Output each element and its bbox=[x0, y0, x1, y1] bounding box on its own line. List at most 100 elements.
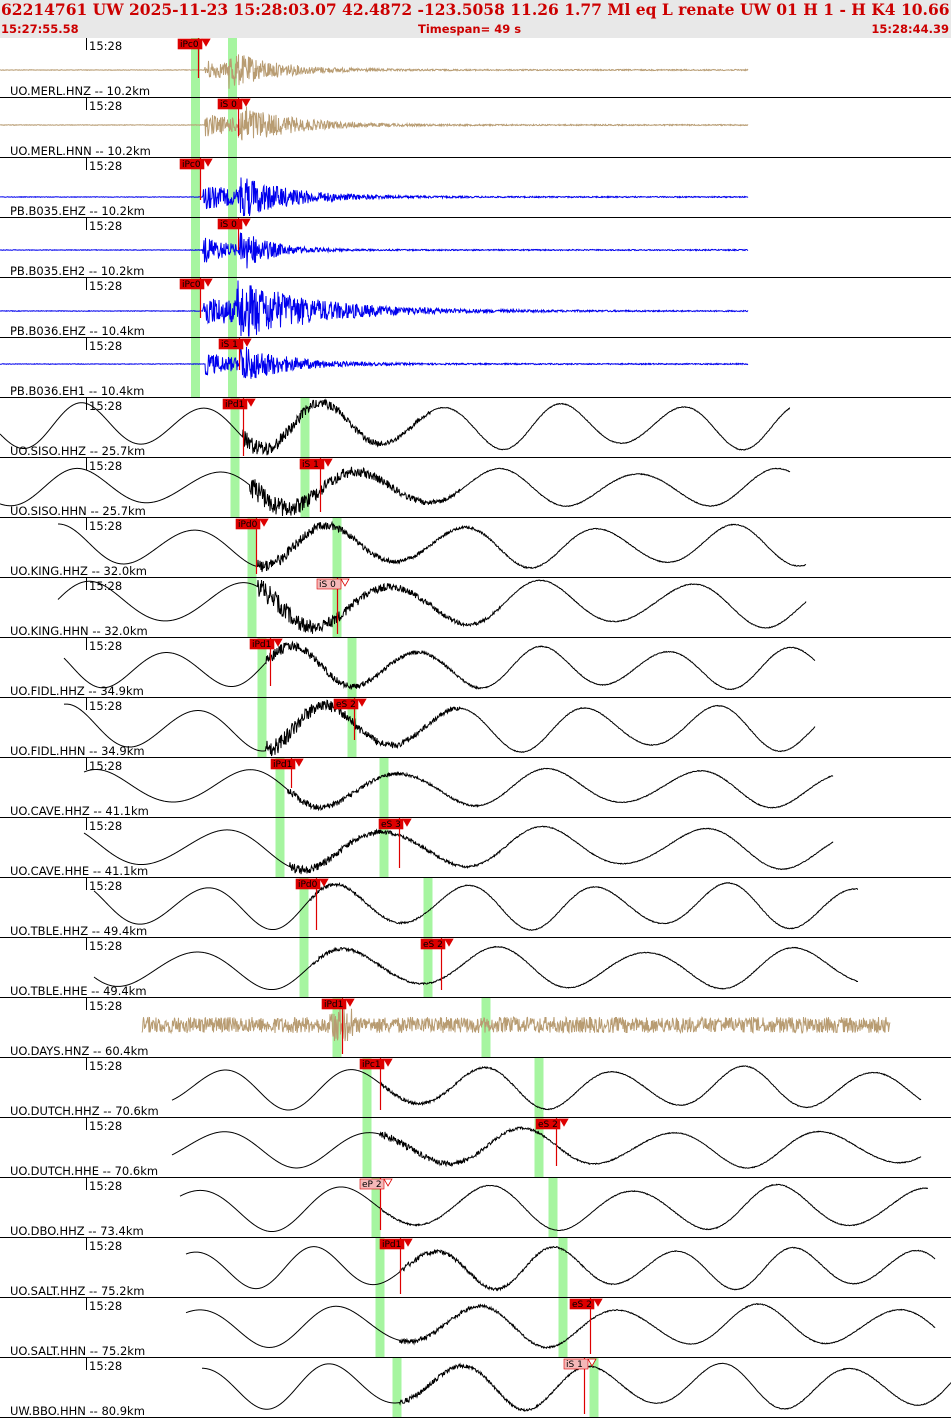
pick-arrow-icon[interactable] bbox=[203, 278, 213, 287]
trace-panel[interactable]: 15:28 eP 2 UO.DBO.HHZ -- 73.4km bbox=[0, 1178, 951, 1238]
pick-label[interactable]: iPd1 bbox=[225, 400, 244, 410]
trace-panel[interactable]: 15:28 iS 0 UO.MERL.HNN -- 10.2km bbox=[0, 98, 951, 158]
pick-label-box[interactable] bbox=[378, 818, 404, 830]
pick-label[interactable]: eS 3 bbox=[381, 820, 401, 830]
pick-arrow-icon[interactable] bbox=[323, 458, 333, 467]
pick-label-box[interactable] bbox=[179, 158, 205, 170]
pick-label[interactable]: eS 2 bbox=[538, 1120, 558, 1130]
trace-panel[interactable]: 15:28 iPd0 UO.KING.HHZ -- 32.0km bbox=[0, 518, 951, 578]
waveform bbox=[0, 347, 749, 379]
pick-label-box[interactable] bbox=[379, 1238, 405, 1250]
pick-arrow-icon[interactable] bbox=[241, 218, 251, 227]
trace-panel[interactable]: 15:28 iS 0UO.KING.HHN -- 32.0km bbox=[0, 578, 951, 638]
minute-tick-label: 15:28 bbox=[89, 339, 122, 353]
pick-label-box[interactable] bbox=[420, 938, 446, 950]
pick-label-box[interactable] bbox=[179, 278, 205, 290]
pick-label[interactable]: iPd1 bbox=[324, 1000, 343, 1010]
pick-label-box[interactable] bbox=[563, 1358, 589, 1370]
pick-arrow-icon[interactable] bbox=[402, 818, 412, 827]
pick-label-box[interactable] bbox=[321, 998, 347, 1010]
trace-panel[interactable]: 15:28 iS 1 UO.SISO.HHN -- 25.7km bbox=[0, 458, 951, 518]
pick-label-box[interactable] bbox=[535, 1118, 561, 1130]
pick-arrow-icon[interactable] bbox=[403, 1238, 413, 1247]
trace-panel[interactable]: 15:28 iS 1 UW.BBO.HHN -- 80.9km bbox=[0, 1358, 951, 1418]
pick-label[interactable]: iPd1 bbox=[273, 760, 292, 770]
pick-label[interactable]: iS 1 bbox=[221, 340, 238, 350]
trace-panel[interactable]: 15:28 iPd1 UO.FIDL.HHZ -- 34.9km bbox=[0, 638, 951, 698]
pick-label-box[interactable] bbox=[569, 1298, 595, 1310]
pick-label-box[interactable] bbox=[270, 758, 296, 770]
pick-arrow-icon[interactable] bbox=[242, 338, 252, 347]
pick-label-box[interactable] bbox=[299, 458, 325, 470]
pick-label[interactable]: iS 0 bbox=[319, 580, 336, 590]
pick-label[interactable]: eS 2 bbox=[336, 700, 356, 710]
pick-label-box[interactable] bbox=[359, 1178, 385, 1190]
pick-label-box[interactable] bbox=[222, 398, 248, 410]
pick-label[interactable]: iPd1 bbox=[252, 640, 271, 650]
pick-label-box[interactable] bbox=[217, 218, 243, 230]
pick-label-box[interactable] bbox=[235, 518, 261, 530]
pick-label-box[interactable] bbox=[333, 698, 359, 710]
pick-label[interactable]: iPc0 bbox=[180, 40, 199, 50]
pick-label[interactable]: iPc0 bbox=[182, 280, 201, 290]
trace-label: UO.DUTCH.HHZ -- 70.6km bbox=[10, 1104, 159, 1118]
trace-panel[interactable]: 15:28 iPd0 UO.TBLE.HHZ -- 49.4km bbox=[0, 878, 951, 938]
pick-arrow-icon[interactable] bbox=[203, 158, 213, 167]
pick-label-box[interactable] bbox=[316, 578, 342, 590]
trace-panel[interactable]: 15:28 iPc1 UO.DUTCH.HHZ -- 70.6km bbox=[0, 1058, 951, 1118]
trace-panel[interactable]: 15:28 iS 1 PB.B036.EH1 -- 10.4km bbox=[0, 338, 951, 398]
pick-label[interactable]: iS 1 bbox=[302, 460, 319, 470]
pick-label[interactable]: eP 2 bbox=[362, 1180, 382, 1190]
pick-arrow-icon[interactable] bbox=[444, 938, 454, 947]
pick-arrow-icon[interactable] bbox=[345, 998, 355, 1007]
pick-label[interactable]: eS 2 bbox=[423, 940, 443, 950]
trace-panel[interactable]: 15:28 eS 2 UO.DUTCH.HHE -- 70.6km bbox=[0, 1118, 951, 1178]
pick-label-box[interactable] bbox=[359, 1058, 385, 1070]
trace-panel[interactable]: 15:28 iPc0 PB.B035.EHZ -- 10.2km bbox=[0, 158, 951, 218]
pick-label[interactable]: iPd0 bbox=[238, 520, 258, 530]
p-time-marker bbox=[362, 1058, 372, 1118]
pick-label[interactable]: iS 0 bbox=[220, 100, 237, 110]
trace-panel[interactable]: 15:28 iPd1 UO.SISO.HHZ -- 25.7km bbox=[0, 398, 951, 458]
trace-panel[interactable]: 15:28 eS 3 UO.CAVE.HHE -- 41.1km bbox=[0, 818, 951, 878]
trace-panel[interactable]: 15:28 eS 2 UO.FIDL.HHN -- 34.9km bbox=[0, 698, 951, 758]
pick-arrow-icon[interactable] bbox=[383, 1058, 393, 1067]
pick-arrow-icon[interactable] bbox=[241, 98, 251, 107]
pick-arrow-icon[interactable] bbox=[273, 638, 283, 647]
pick-label[interactable]: iPc0 bbox=[182, 160, 201, 170]
pick-arrow-icon[interactable] bbox=[587, 1358, 597, 1367]
pick-label-box[interactable] bbox=[218, 338, 244, 350]
pick-label[interactable]: iPd0 bbox=[298, 880, 318, 890]
trace-panel[interactable]: 15:28 eS 2 UO.TBLE.HHE -- 49.4km bbox=[0, 938, 951, 998]
minute-tick-label: 15:28 bbox=[89, 819, 122, 833]
pick-label-box[interactable] bbox=[217, 98, 243, 110]
pick-arrow-icon[interactable] bbox=[593, 1298, 603, 1307]
minute-tick-label: 15:28 bbox=[89, 879, 122, 893]
pick-label-box[interactable] bbox=[249, 638, 275, 650]
pick-arrow-icon[interactable] bbox=[319, 878, 329, 887]
trace-panel[interactable]: 15:28 iPd1 UO.SALT.HHZ -- 75.2km bbox=[0, 1238, 951, 1298]
trace-panel[interactable]: 15:28 eS 2 UO.SALT.HHN -- 75.2km bbox=[0, 1298, 951, 1358]
pick-label[interactable]: iS 1 bbox=[566, 1360, 583, 1370]
pick-label-box[interactable] bbox=[295, 878, 321, 890]
pick-arrow-icon[interactable] bbox=[357, 698, 367, 707]
waveform bbox=[58, 520, 807, 573]
pick-label[interactable]: iPc1 bbox=[362, 1060, 381, 1070]
pick-arrow-icon[interactable] bbox=[201, 38, 211, 47]
pick-arrow-icon[interactable] bbox=[246, 398, 256, 407]
pick-arrow-icon[interactable] bbox=[340, 578, 350, 587]
pick-label[interactable]: eS 2 bbox=[572, 1300, 592, 1310]
pick-label-box[interactable] bbox=[177, 38, 203, 50]
trace-panel[interactable]: 15:28 iPd1 UO.DAYS.HNZ -- 60.4km bbox=[0, 998, 951, 1058]
trace-panel[interactable]: 15:28 iPc0 UO.MERL.HNZ -- 10.2km bbox=[0, 38, 951, 98]
pick-label[interactable]: iS 0 bbox=[220, 220, 237, 230]
seismogram-panel[interactable]: 15:28 iPc0 UO.MERL.HNZ -- 10.2km 15:28 iS 0 U… bbox=[0, 38, 951, 1418]
pick-label[interactable]: iPd1 bbox=[382, 1240, 401, 1250]
pick-arrow-icon[interactable] bbox=[383, 1178, 393, 1187]
trace-panel[interactable]: 15:28 iPc0 PB.B036.EHZ -- 10.4km bbox=[0, 278, 951, 338]
trace-panel[interactable]: 15:28 iS 0 PB.B035.EH2 -- 10.2km bbox=[0, 218, 951, 278]
pick-arrow-icon[interactable] bbox=[294, 758, 304, 767]
pick-arrow-icon[interactable] bbox=[559, 1118, 569, 1127]
pick-arrow-icon[interactable] bbox=[259, 518, 269, 527]
